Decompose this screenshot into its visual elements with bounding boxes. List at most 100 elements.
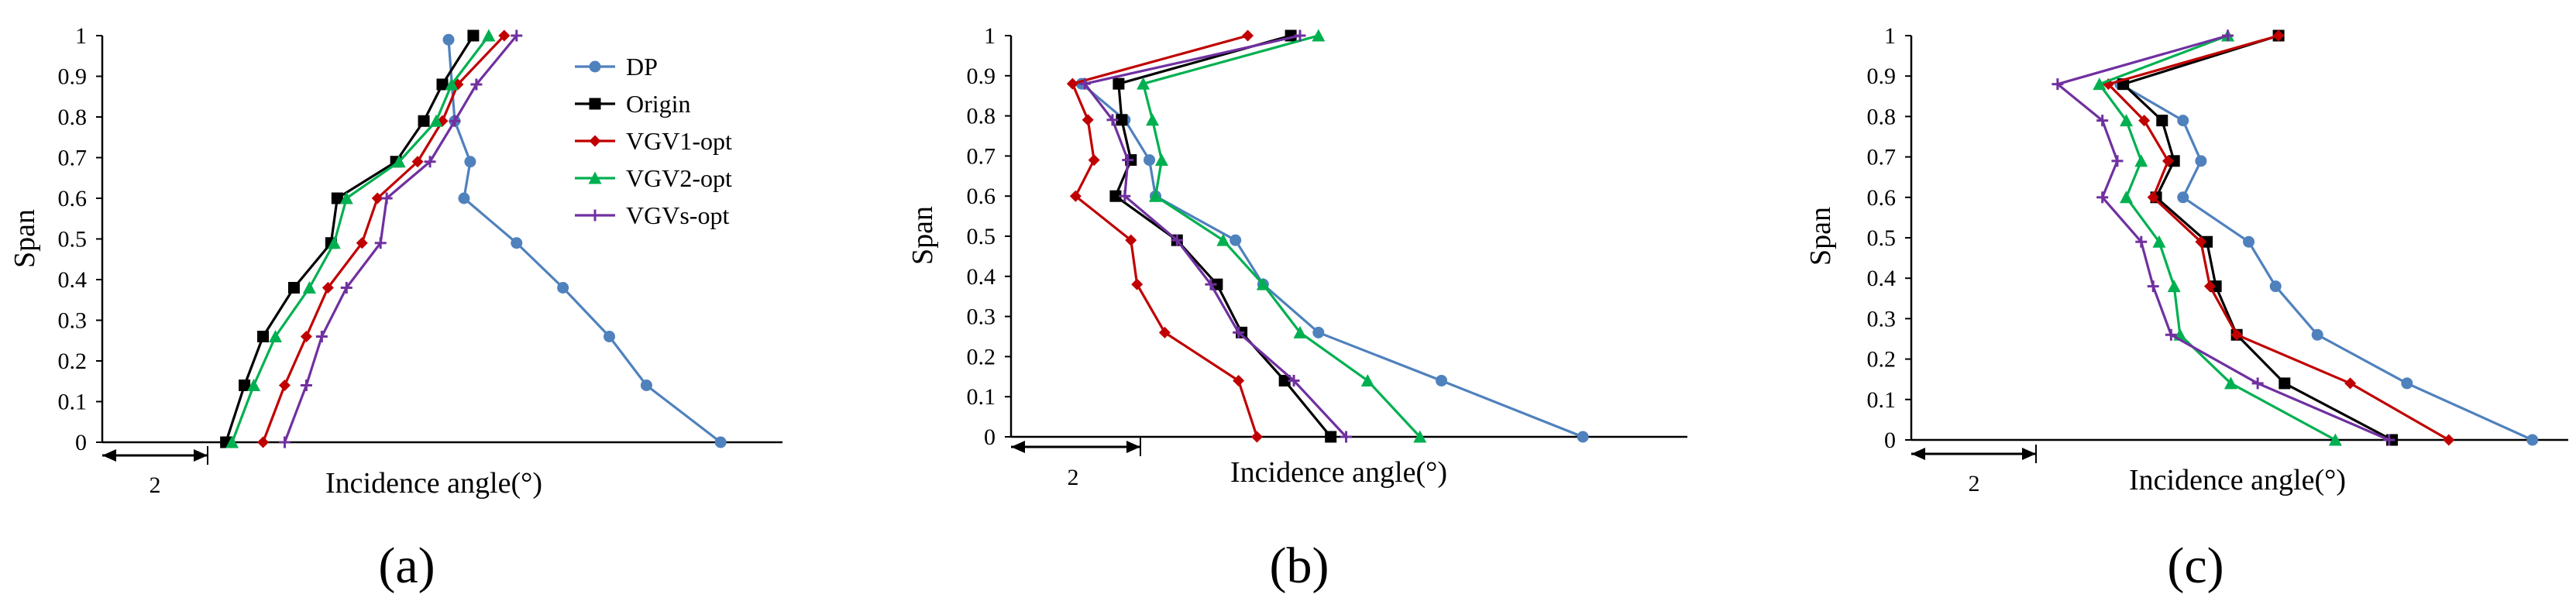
y-tick-label: 0.1 bbox=[967, 384, 996, 410]
data-point-vgvs-opt bbox=[1233, 326, 1245, 338]
data-point-dp bbox=[2401, 377, 2413, 390]
legend-label-vgv2-opt: VGV2-opt bbox=[626, 164, 732, 192]
data-point-vgv1-opt bbox=[278, 380, 291, 391]
data-point-vgvs-opt bbox=[340, 282, 353, 294]
data-point-vgvs-opt bbox=[470, 78, 483, 91]
y-tick-label: 0.5 bbox=[967, 224, 996, 249]
data-point-vgvs-opt bbox=[2111, 155, 2124, 167]
x-axis-label: Incidence angle(°) bbox=[1230, 456, 1447, 489]
panel-b-scale-arrow bbox=[1011, 438, 1141, 456]
data-point-vgv1-opt bbox=[2443, 434, 2455, 446]
data-point-vgv1-opt bbox=[2203, 280, 2216, 293]
data-point-vgv2-opt bbox=[268, 330, 282, 342]
y-tick-label: 0.6 bbox=[1867, 185, 1897, 211]
data-point-vgvs-opt bbox=[449, 115, 461, 127]
panel-a-scale-arrow bbox=[102, 446, 208, 465]
data-point-origin bbox=[331, 192, 343, 204]
data-point-vgv1-opt bbox=[2272, 29, 2285, 42]
data-point-vgv2-opt bbox=[1256, 277, 1270, 290]
data-point-vgv1-opt bbox=[2195, 235, 2207, 248]
data-point-vgv1-opt bbox=[2138, 115, 2151, 127]
series-line-vgv1-opt bbox=[262, 34, 505, 443]
data-point-vgvs-opt bbox=[1171, 234, 1183, 246]
panel-a: 0 0.1 0.2 0.3 0.4 0.5 0.6 0.7 0.8 0.9 1 2 Incidenc… bbox=[9, 23, 782, 594]
data-point-vgv2-opt bbox=[327, 236, 341, 249]
data-point-vgvs-opt bbox=[424, 156, 436, 168]
data-point-vgv2-opt bbox=[2223, 376, 2237, 390]
series-line-vgv1-opt bbox=[2107, 34, 2450, 441]
data-point-vgv1-opt bbox=[257, 436, 270, 448]
scale-annotation-label: 2 bbox=[1969, 471, 1980, 496]
data-point-vgv2-opt bbox=[339, 191, 353, 204]
y-tick-label: 0.4 bbox=[1867, 266, 1897, 291]
data-point-origin bbox=[2156, 115, 2168, 127]
data-point-vgv2-opt bbox=[1413, 430, 1427, 443]
data-point-vgv2-opt bbox=[2328, 433, 2342, 446]
data-point-vgvs-opt bbox=[2251, 377, 2264, 390]
y-tick-label: 0.2 bbox=[967, 344, 996, 369]
data-point-vgv2-opt bbox=[302, 281, 316, 294]
data-point-dp bbox=[2243, 235, 2255, 248]
data-point-dp bbox=[2177, 191, 2189, 204]
data-point-dp bbox=[640, 380, 652, 391]
panel-c-y-ticks: 0 0.1 0.2 0.3 0.4 0.5 0.6 0.7 0.8 0.9 1 bbox=[1867, 23, 1911, 453]
data-point-vgvs-opt bbox=[2135, 235, 2148, 248]
scale-arrow-right-head bbox=[1126, 441, 1140, 453]
y-tick-label: 0.7 bbox=[58, 146, 88, 171]
data-point-vgvs-opt bbox=[278, 436, 291, 448]
series-line-vgv1-opt bbox=[1071, 34, 1258, 438]
data-point-dp bbox=[2269, 280, 2282, 293]
y-tick-label: 0.8 bbox=[1867, 104, 1897, 129]
data-point-dp bbox=[458, 192, 470, 204]
y-tick-label: 0 bbox=[1884, 428, 1896, 453]
data-point-origin bbox=[287, 282, 300, 294]
series-line-vgv2-opt bbox=[2098, 34, 2337, 441]
data-point-origin bbox=[1116, 114, 1128, 126]
legend-marker-vgv2-opt bbox=[588, 171, 602, 184]
data-point-vgvs-opt bbox=[2147, 280, 2159, 293]
data-point-origin bbox=[239, 380, 251, 391]
data-point-vgv1-opt bbox=[2147, 191, 2159, 204]
data-point-vgv1-opt bbox=[2230, 328, 2243, 341]
data-point-vgvs-opt bbox=[2052, 78, 2064, 91]
series-line-vgvs-opt bbox=[1083, 34, 1347, 438]
y-tick-label: 0.9 bbox=[58, 64, 88, 90]
y-tick-label: 0.8 bbox=[967, 104, 996, 129]
data-point-vgvs-opt bbox=[300, 380, 312, 391]
legend: DP Origin VGV1-opt VGV2-opt VGVs-opt bbox=[575, 53, 732, 229]
scale-arrow-left-head bbox=[1911, 448, 1925, 460]
data-point-dp bbox=[2195, 155, 2207, 167]
data-point-dp bbox=[464, 156, 476, 168]
data-point-vgv2-opt bbox=[1293, 325, 1307, 338]
data-point-vgv2-opt bbox=[225, 435, 239, 448]
legend-marker-vgvs-opt bbox=[589, 209, 601, 222]
data-point-origin bbox=[2279, 377, 2291, 390]
scale-annotation-label: 2 bbox=[150, 472, 161, 498]
y-tick-label: 0.8 bbox=[58, 105, 88, 130]
data-point-vgv1-opt bbox=[322, 282, 334, 294]
data-point-dp bbox=[2526, 434, 2539, 446]
data-point-vgv2-opt bbox=[2167, 280, 2181, 293]
data-point-vgvs-opt bbox=[1119, 190, 1131, 202]
y-axis-label: Span bbox=[1804, 207, 1837, 266]
panel-b-y-ticks: 0 0.1 0.2 0.3 0.4 0.5 0.6 0.7 0.8 0.9 1 bbox=[967, 23, 1011, 450]
series-line-origin bbox=[225, 35, 475, 443]
data-point-vgv1-opt bbox=[411, 156, 424, 168]
series-line-dp bbox=[2120, 83, 2533, 441]
data-point-vgvs-opt bbox=[1288, 374, 1300, 386]
y-tick-label: 0.9 bbox=[967, 64, 996, 89]
data-point-vgv2-opt bbox=[1154, 153, 1168, 167]
scale-arrow-right-head bbox=[194, 449, 208, 462]
panel-b-series bbox=[1066, 29, 1589, 443]
panel-a-series bbox=[220, 29, 727, 448]
data-point-vgv1-opt bbox=[2344, 377, 2357, 390]
data-point-origin bbox=[467, 29, 480, 42]
series-line-vgv2-opt bbox=[231, 35, 490, 443]
data-point-vgv1-opt bbox=[1082, 114, 1094, 126]
legend-label-origin: Origin bbox=[626, 90, 691, 118]
data-point-vgvs-opt bbox=[2165, 328, 2177, 341]
series-line-vgvs-opt bbox=[2056, 34, 2390, 441]
panel-a-y-ticks: 0 0.1 0.2 0.3 0.4 0.5 0.6 0.7 0.8 0.9 1 bbox=[58, 23, 102, 455]
scale-arrow-left-head bbox=[102, 449, 116, 462]
